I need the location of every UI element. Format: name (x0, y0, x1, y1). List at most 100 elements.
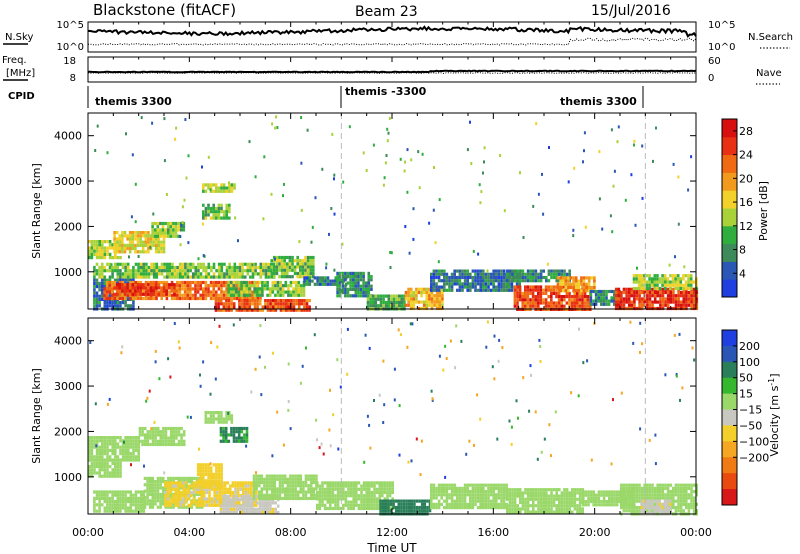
power-speckle-point (417, 150, 420, 154)
power-cell-region-14 (474, 285, 477, 289)
power-cell-region-16 (518, 295, 522, 299)
power-cell-region-1 (144, 240, 148, 244)
velocity-cell-region-0 (119, 445, 122, 449)
velocity-cell-region-2 (93, 465, 96, 469)
velocity-cell-region-9 (321, 503, 324, 507)
power-cell-region-0 (103, 249, 107, 253)
velocity-cell-region-6 (207, 476, 210, 480)
power-cell-region-20 (640, 277, 644, 281)
velocity-cell-region-3 (106, 493, 109, 497)
velocity-cell-region-4 (148, 489, 152, 493)
velocity-cell-region-9 (378, 497, 381, 501)
velocity-cell-region-4 (151, 476, 155, 480)
power-cell-region-5 (186, 284, 189, 288)
power-cell-region-14 (479, 282, 482, 286)
power-cell-region-0 (90, 246, 94, 250)
power-cell-region-14 (461, 285, 464, 289)
velocity-cell-region-9 (388, 481, 392, 485)
noise-right-tick-top: 10^5 (708, 20, 735, 31)
velocity-cell-region-5 (190, 503, 193, 507)
power-cell-region-3 (267, 269, 270, 273)
power-cell-region-3 (176, 265, 179, 270)
power-cell-region-9 (275, 265, 279, 269)
velocity-cell-region-5 (242, 484, 245, 488)
velocity-cell-region-9 (391, 497, 394, 501)
power-cell-region-3 (176, 272, 179, 276)
power-cell-region-5 (178, 284, 182, 288)
power-cell-region-14 (484, 279, 488, 283)
velocity-cell-region-11 (445, 496, 449, 500)
power-cell-region-6 (157, 292, 161, 296)
power-cell-region-9 (296, 275, 299, 279)
power-cell-region-0 (95, 252, 99, 256)
power-cell-region-18 (610, 296, 613, 300)
power-cell-region-9 (288, 255, 292, 260)
power-cell-region-8 (266, 284, 269, 288)
power-cell-region-5 (217, 296, 221, 301)
power-cell-region-1 (113, 234, 116, 238)
velocity-cell-region-8 (268, 477, 271, 481)
velocity-cell-region-3 (95, 503, 99, 507)
velocity-cell-region-3 (103, 490, 107, 494)
velocity-cell-region-8 (296, 490, 300, 494)
velocity-cell-region-12 (506, 491, 509, 495)
power-cell-region-11 (338, 278, 342, 282)
power-cell-region-8 (232, 280, 236, 285)
power-cell-region-6 (134, 286, 137, 290)
power-cell-region-19 (692, 300, 696, 304)
power-cell-region-6 (134, 289, 137, 293)
velocity-cell-region-9 (373, 484, 376, 488)
velocity-cell-region-6 (207, 466, 210, 470)
velocity-cell-region-12 (529, 510, 532, 514)
power-cell-region-6 (136, 286, 140, 290)
velocity-cell-region-11 (482, 486, 485, 490)
velocity-cell-region-1 (141, 426, 144, 431)
power-cell-region-1 (144, 237, 148, 241)
power-cell-region-16 (568, 301, 571, 305)
power-cell-region-9 (304, 265, 307, 269)
power-cell-region-9 (309, 259, 312, 263)
velocity-cell-region-11 (445, 493, 449, 497)
power-cell-region-0 (95, 246, 99, 250)
velocity-cell-region-1 (162, 442, 165, 447)
power-cell-region-4 (93, 301, 96, 305)
velocity-cell-region-3 (113, 490, 117, 494)
velocity-cell-region-9 (329, 500, 332, 504)
velocity-cell-region-0 (129, 458, 133, 462)
power-y-axis-label: Slant Range [km] (30, 163, 43, 259)
velocity-cell-region-9 (329, 490, 332, 495)
power-cell-region-7 (303, 308, 306, 312)
velocity-cell-region-5 (187, 484, 190, 488)
velocity-cell-region-1 (146, 433, 150, 437)
velocity-cell-region-11 (430, 483, 433, 487)
power-cell-region-19 (685, 300, 688, 304)
power-cell-region-14 (474, 279, 477, 283)
velocity-cell-region-1 (151, 433, 155, 437)
power-cell-region-16 (570, 295, 574, 299)
power-cell-region-14 (489, 272, 493, 276)
power-cell-region-3 (178, 275, 182, 279)
power-cell-region-7 (297, 308, 301, 312)
velocity-cell-region-9 (378, 490, 381, 495)
power-mode-change-lines (340, 113, 646, 309)
velocity-cell-region-8 (299, 477, 303, 481)
velocity-cell-region-5 (249, 490, 253, 495)
velocity-cell-region-1 (177, 439, 181, 443)
power-cell-region-3 (230, 275, 234, 279)
velocity-cell-region-10 (420, 502, 424, 506)
power-cell-region-8 (237, 293, 241, 297)
power-cell-region-6 (149, 283, 153, 287)
velocity-cell-region-9 (331, 497, 335, 501)
power-cell-region-11 (338, 281, 342, 285)
power-cell-region-19 (635, 297, 639, 301)
power-cell-region-18 (597, 296, 600, 300)
power-speckle-point (175, 126, 178, 130)
velocity-cell-region-8 (260, 487, 264, 491)
velocity-cell-region-8 (283, 490, 287, 494)
power-cell-region-13 (428, 300, 431, 304)
velocity-cell-region-9 (352, 500, 355, 504)
velocity-cell-region-3 (100, 503, 104, 507)
velocity-cell-region-5 (242, 490, 245, 495)
power-cell-region-3 (137, 262, 140, 266)
power-cell-region-11 (357, 294, 360, 298)
